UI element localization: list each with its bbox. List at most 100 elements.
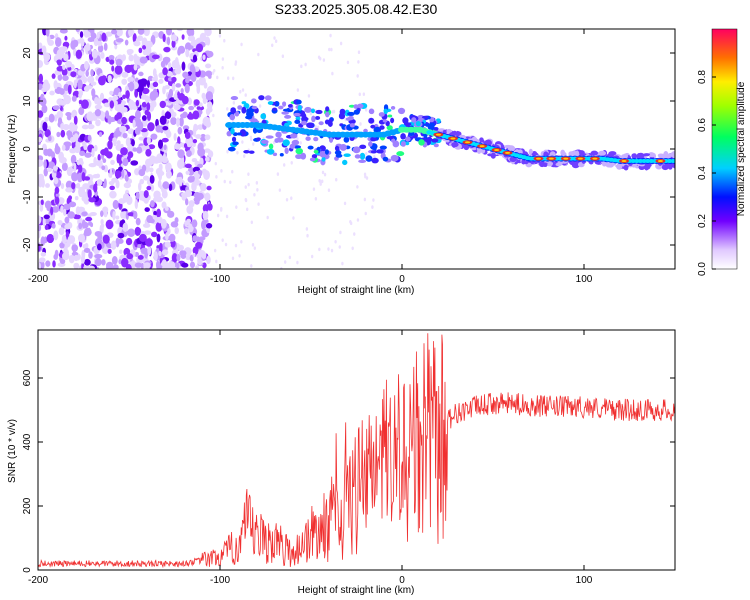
noise-speckle xyxy=(57,73,63,81)
noise-speckle xyxy=(145,148,152,157)
noise-speckle xyxy=(195,265,199,269)
noise-speckle xyxy=(206,255,211,265)
signal-blob xyxy=(284,114,292,119)
noise-speckle xyxy=(137,244,142,249)
noise-speckle xyxy=(351,246,354,251)
noise-speckle xyxy=(194,124,199,130)
noise-speckle xyxy=(179,176,183,187)
noise-speckle xyxy=(44,200,52,210)
noise-speckle xyxy=(241,88,245,92)
noise-speckle xyxy=(156,233,161,243)
noise-speckle xyxy=(128,81,135,92)
noise-speckle xyxy=(142,49,148,56)
noise-speckle xyxy=(251,243,255,247)
noise-speckle xyxy=(199,32,207,42)
noise-speckle xyxy=(87,124,95,130)
noise-speckle xyxy=(159,115,167,126)
noise-speckle xyxy=(161,137,169,143)
noise-speckle xyxy=(110,240,117,250)
colorbar-ticks: 0.0 0.2 0.4 0.6 0.8 xyxy=(697,70,716,276)
noise-speckle xyxy=(56,131,61,138)
noise-speckle xyxy=(151,231,158,238)
noise-speckle xyxy=(206,101,213,110)
noise-speckle xyxy=(191,175,195,182)
noise-speckle xyxy=(188,200,195,208)
noise-speckle xyxy=(171,39,176,48)
noise-speckle xyxy=(239,89,242,94)
noise-speckle xyxy=(46,233,55,244)
noise-speckle xyxy=(163,144,167,151)
noise-speckle xyxy=(114,65,123,75)
ridge-peak-center xyxy=(450,137,456,140)
noise-speckle xyxy=(231,256,235,261)
noise-speckle xyxy=(149,91,157,101)
noise-speckle xyxy=(90,68,94,77)
noise-speckle xyxy=(191,157,198,163)
noise-speckle xyxy=(296,136,299,141)
noise-speckle xyxy=(71,172,79,182)
noise-speckle xyxy=(39,97,47,107)
noise-speckle xyxy=(127,151,134,159)
noise-speckle xyxy=(296,260,299,265)
noise-speckle xyxy=(54,196,60,205)
colorbar: 0.0 0.2 0.4 0.6 0.8 Normalized spectral ampl… xyxy=(697,28,747,276)
noise-speckle xyxy=(184,131,191,140)
noise-speckle xyxy=(206,50,214,58)
noise-speckle xyxy=(223,179,226,184)
noise-speckle xyxy=(121,116,128,125)
signal-blob xyxy=(376,149,384,154)
noise-speckle xyxy=(82,183,90,190)
noise-speckle xyxy=(290,196,293,201)
signal-blob xyxy=(400,133,406,140)
signal-blob xyxy=(405,141,410,146)
noise-speckle xyxy=(189,254,194,262)
noise-speckle xyxy=(54,142,59,153)
noise-speckle xyxy=(38,215,42,225)
noise-speckle xyxy=(202,54,206,61)
noise-speckle xyxy=(68,195,73,201)
signal-blob xyxy=(418,139,425,146)
signal-blob xyxy=(615,164,623,168)
noise-speckle xyxy=(117,232,125,239)
noise-speckle xyxy=(168,183,173,192)
noise-speckle xyxy=(147,246,152,256)
noise-speckle xyxy=(181,192,187,197)
noise-speckle xyxy=(137,121,144,131)
noise-speckle xyxy=(145,40,153,49)
noise-speckle xyxy=(152,81,159,88)
signal-blob xyxy=(507,145,516,152)
noise-speckle xyxy=(220,169,223,173)
signal-blob xyxy=(431,138,439,143)
noise-speckle xyxy=(68,122,76,132)
noise-speckle xyxy=(203,170,210,180)
noise-speckle xyxy=(137,29,145,35)
noise-speckle xyxy=(155,221,163,232)
noise-speckle xyxy=(102,182,106,189)
signal-blob xyxy=(405,136,411,142)
noise-speckle xyxy=(195,134,202,139)
signal-blob xyxy=(601,161,607,167)
noise-speckle xyxy=(59,258,66,265)
noise-speckle xyxy=(161,110,165,118)
noise-speckle xyxy=(61,234,67,244)
noise-speckle xyxy=(43,159,47,169)
noise-speckle xyxy=(138,182,142,192)
noise-speckle xyxy=(108,181,115,186)
noise-speckle xyxy=(160,218,167,229)
noise-speckle xyxy=(77,206,86,212)
noise-speckle xyxy=(216,75,219,80)
signal-blob xyxy=(237,105,243,110)
signal-blob xyxy=(425,123,430,127)
noise-speckle xyxy=(166,36,171,46)
noise-speckle xyxy=(171,83,176,92)
noise-speckle xyxy=(70,71,77,78)
noise-speckle xyxy=(205,70,213,77)
noise-speckle xyxy=(353,232,356,236)
noise-speckle xyxy=(314,196,318,201)
signal-blob xyxy=(282,108,291,112)
noise-speckle xyxy=(212,113,215,118)
signal-blob xyxy=(402,117,409,124)
signal-blob xyxy=(311,154,318,159)
noise-speckle xyxy=(250,220,254,225)
noise-speckle xyxy=(59,88,65,95)
